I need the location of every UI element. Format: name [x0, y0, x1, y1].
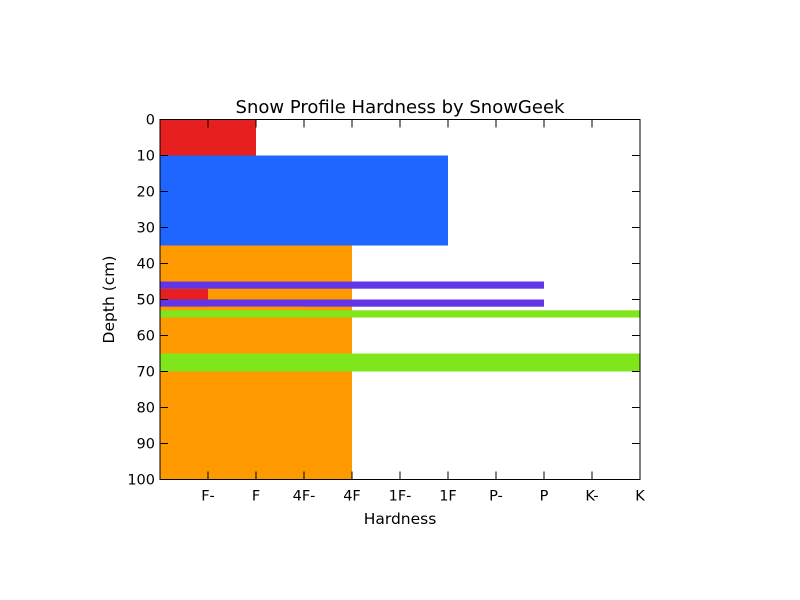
hardness-bar-5: [160, 299, 544, 307]
y-tick-label: 0: [146, 113, 155, 129]
hardness-bar-8: [160, 353, 640, 372]
y-tick-label: 90: [137, 437, 155, 453]
chart-title: Snow Profile Hardness by SnowGeek: [236, 97, 565, 118]
y-tick-label: 20: [137, 185, 155, 201]
x-tick-label: K-: [585, 489, 598, 505]
x-tick-label: K: [635, 489, 645, 505]
x-tick-label: F: [252, 489, 260, 505]
y-tick-label: 10: [137, 149, 155, 165]
y-tick-label: 30: [137, 221, 155, 237]
x-tick-label: 4F: [343, 489, 361, 505]
y-axis-label: Depth (cm): [100, 256, 118, 344]
hardness-bar-4: [160, 281, 544, 289]
x-tick-label: 1F-: [389, 489, 412, 505]
x-tick-label: P: [540, 489, 549, 505]
x-axis-ticks: F- F 4F- 4F 1F- 1F P- P K- K: [201, 119, 645, 505]
hardness-bar-7: [160, 310, 640, 318]
y-tick-label: 70: [137, 365, 155, 381]
hardness-bar-1: [160, 155, 448, 246]
x-tick-label: P-: [489, 489, 503, 505]
x-tick-label: 4F-: [293, 489, 316, 505]
x-tick-label: 1F: [439, 489, 457, 505]
y-axis-ticks: 0 10 20 30 40 50 60 70 80 90 100: [127, 113, 640, 489]
y-tick-label: 40: [137, 257, 155, 273]
y-tick-label: 50: [137, 293, 155, 309]
y-tick-label: 80: [137, 401, 155, 417]
x-axis-label: Hardness: [364, 510, 437, 528]
y-tick-label: 100: [127, 473, 155, 489]
plot-frame: [159, 119, 641, 480]
layers-group: [160, 119, 640, 480]
y-tick-label: 60: [137, 329, 155, 345]
x-tick-label: F-: [201, 489, 215, 505]
